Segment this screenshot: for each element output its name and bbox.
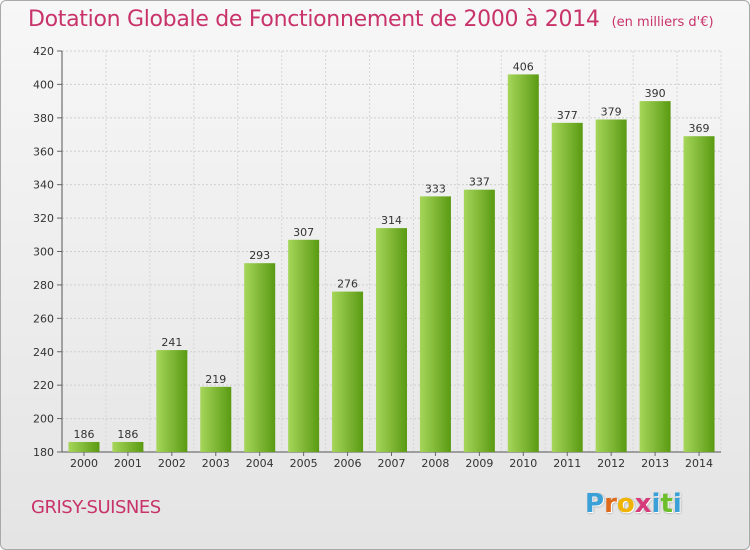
bar <box>683 136 715 452</box>
proxiti-logo[interactable]: Proxiti <box>585 489 682 519</box>
data-label: 314 <box>381 214 402 227</box>
commune-name: GRISY-SUISNES <box>31 497 161 518</box>
logo-letter: i <box>672 489 682 519</box>
bar <box>288 239 320 452</box>
y-tick-label: 360 <box>33 145 54 158</box>
data-label: 293 <box>249 249 270 262</box>
unit-label: (en milliers d'€) <box>611 15 714 30</box>
x-tick-label: 2000 <box>70 457 98 470</box>
x-tick-label: 2013 <box>641 457 669 470</box>
y-tick-label: 220 <box>33 379 54 392</box>
data-label: 377 <box>557 109 578 122</box>
data-label: 186 <box>73 428 94 441</box>
bar <box>156 350 188 452</box>
bar <box>112 441 144 452</box>
x-tick-label: 2002 <box>158 457 186 470</box>
bar <box>419 196 451 452</box>
x-tick-label: 2004 <box>246 457 274 470</box>
x-tick-label: 2005 <box>290 457 318 470</box>
x-tick-label: 2006 <box>334 457 362 470</box>
x-tick-label: 2001 <box>114 457 142 470</box>
bar <box>551 122 583 453</box>
y-tick-label: 400 <box>33 78 54 91</box>
data-label: 390 <box>645 87 666 100</box>
bar <box>376 228 407 452</box>
bar <box>507 74 539 453</box>
data-label: 406 <box>513 60 534 73</box>
y-tick-label: 300 <box>33 246 54 259</box>
y-tick-label: 420 <box>33 45 54 58</box>
bar <box>639 101 671 452</box>
y-tick-label: 320 <box>33 212 54 225</box>
data-label: 241 <box>161 336 182 349</box>
bar <box>332 291 364 452</box>
bar <box>595 119 627 453</box>
bar <box>244 263 276 452</box>
data-label: 276 <box>337 278 358 291</box>
x-tick-label: 2009 <box>465 457 493 470</box>
title-text: Dotation Globale de Fonctionnement de 20… <box>28 7 600 32</box>
data-label: 337 <box>469 176 490 189</box>
logo-letter: i <box>651 489 661 519</box>
data-label: 369 <box>689 122 710 135</box>
y-tick-label: 180 <box>33 446 54 459</box>
y-tick-label: 240 <box>33 346 54 359</box>
data-label: 333 <box>425 182 446 195</box>
logo-letter: o <box>616 489 635 519</box>
data-label: 219 <box>205 373 226 386</box>
bar <box>68 441 100 452</box>
x-tick-label: 2008 <box>421 457 449 470</box>
bars <box>68 74 715 453</box>
x-tick-label: 2014 <box>685 457 713 470</box>
chart-title: Dotation Globale de Fonctionnement de 20… <box>28 7 714 32</box>
y-tick-label: 260 <box>33 312 54 325</box>
x-tick-label: 2012 <box>597 457 625 470</box>
labels: 186 2000 186 2001 241 2002 219 2003 293 2004 307 20… <box>70 60 713 470</box>
y-tick-label: 280 <box>33 279 54 292</box>
y-tick-label: 380 <box>33 112 54 125</box>
x-tick-label: 2003 <box>202 457 230 470</box>
x-tick-label: 2011 <box>553 457 581 470</box>
data-label: 379 <box>601 106 622 119</box>
logo-letter: t <box>660 489 673 519</box>
y-tick-label: 200 <box>33 413 54 426</box>
logo-letter: P <box>585 489 605 519</box>
x-tick-label: 2010 <box>509 457 537 470</box>
y-tick-label: 340 <box>33 179 54 192</box>
bar <box>463 189 495 452</box>
logo-letter: x <box>634 489 652 519</box>
logo-letter: r <box>604 489 617 519</box>
data-label: 186 <box>117 428 138 441</box>
x-tick-label: 2007 <box>378 457 406 470</box>
bar <box>200 386 232 452</box>
data-label: 307 <box>293 226 314 239</box>
